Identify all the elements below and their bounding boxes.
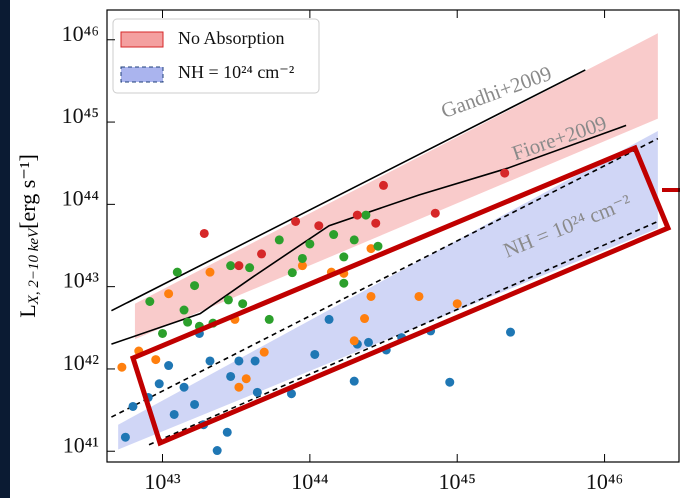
point bbox=[324, 314, 334, 324]
y-tick-label: 10⁴³ bbox=[63, 268, 100, 293]
point bbox=[252, 387, 262, 397]
legend-box bbox=[112, 18, 320, 94]
point bbox=[286, 389, 296, 399]
point bbox=[250, 356, 260, 366]
point bbox=[212, 446, 222, 456]
y-axis-label: LX, 2−10 keV[erg s⁻¹] bbox=[15, 154, 42, 318]
point bbox=[414, 291, 424, 301]
point bbox=[506, 327, 516, 337]
point bbox=[264, 314, 274, 324]
point bbox=[361, 210, 371, 220]
point bbox=[190, 281, 200, 291]
y-label-unit: [erg s⁻¹] bbox=[15, 154, 40, 229]
x-tick-label: 10⁴⁵ bbox=[439, 469, 476, 494]
point bbox=[366, 244, 376, 254]
point bbox=[297, 261, 307, 271]
point bbox=[128, 401, 138, 411]
x-tick-label: 10⁴⁶ bbox=[586, 469, 623, 494]
point bbox=[430, 208, 440, 218]
y-label-sub: X, 2−10 keV bbox=[26, 227, 42, 305]
point bbox=[366, 291, 376, 301]
point bbox=[234, 356, 244, 366]
point bbox=[179, 305, 189, 315]
point bbox=[183, 317, 193, 327]
point bbox=[349, 235, 359, 245]
dashed-line bbox=[111, 137, 659, 418]
point bbox=[257, 249, 267, 259]
y-tick-label: 10⁴¹ bbox=[63, 432, 99, 457]
point bbox=[360, 314, 370, 324]
point bbox=[234, 382, 244, 392]
relation-line bbox=[111, 124, 627, 345]
point bbox=[352, 210, 362, 220]
point bbox=[169, 409, 179, 419]
point bbox=[339, 278, 349, 288]
axes-frame bbox=[106, 9, 680, 463]
point bbox=[226, 261, 236, 271]
point bbox=[226, 371, 236, 381]
point bbox=[179, 382, 189, 392]
point bbox=[223, 295, 233, 305]
point bbox=[245, 263, 255, 273]
point bbox=[373, 241, 383, 251]
point bbox=[205, 356, 215, 366]
point bbox=[241, 374, 251, 384]
point bbox=[339, 252, 349, 262]
band bbox=[134, 33, 658, 340]
point bbox=[445, 377, 455, 387]
y-tick-label: 10⁴² bbox=[63, 350, 100, 375]
point bbox=[205, 267, 215, 277]
point bbox=[158, 328, 168, 338]
point bbox=[364, 337, 374, 347]
point bbox=[452, 299, 462, 309]
point bbox=[314, 221, 324, 231]
point bbox=[378, 180, 388, 190]
point bbox=[371, 218, 381, 228]
plot-area bbox=[111, 33, 659, 456]
y-label-base: L bbox=[15, 304, 40, 317]
point bbox=[222, 427, 232, 437]
point bbox=[310, 349, 320, 359]
legend-label: No Absorption bbox=[178, 28, 285, 48]
x-tick-label: 10⁴³ bbox=[144, 469, 181, 494]
legend: No Absorption NH = 10²⁴ cm⁻² bbox=[112, 18, 320, 94]
point bbox=[234, 261, 244, 271]
dashed-line bbox=[148, 220, 659, 446]
band bbox=[118, 130, 658, 450]
point bbox=[349, 336, 359, 346]
point bbox=[291, 216, 301, 226]
point bbox=[329, 230, 339, 240]
point bbox=[349, 376, 359, 386]
highlight-box bbox=[129, 144, 672, 447]
point bbox=[238, 299, 248, 309]
point bbox=[145, 297, 155, 307]
point bbox=[172, 267, 182, 277]
point bbox=[117, 362, 127, 372]
legend-patch bbox=[120, 66, 164, 83]
point bbox=[164, 289, 174, 299]
point bbox=[164, 361, 174, 371]
point bbox=[154, 379, 164, 389]
y-tick-label: 10⁴⁵ bbox=[62, 103, 99, 128]
point bbox=[287, 268, 297, 278]
legend-patch bbox=[120, 31, 164, 48]
relation-line bbox=[111, 69, 586, 312]
point bbox=[500, 168, 510, 178]
point bbox=[274, 235, 284, 245]
x-tick-label: 10⁴⁴ bbox=[291, 469, 329, 494]
point bbox=[259, 347, 269, 357]
y-tick-label: 10⁴⁶ bbox=[62, 21, 99, 46]
point bbox=[297, 253, 307, 263]
point bbox=[305, 239, 315, 249]
point bbox=[199, 228, 209, 238]
legend-label: NH = 10²⁴ cm⁻² bbox=[178, 62, 294, 82]
y-tick-label: 10⁴⁴ bbox=[62, 185, 100, 210]
point bbox=[120, 432, 130, 442]
point bbox=[190, 399, 200, 409]
point bbox=[151, 355, 161, 365]
